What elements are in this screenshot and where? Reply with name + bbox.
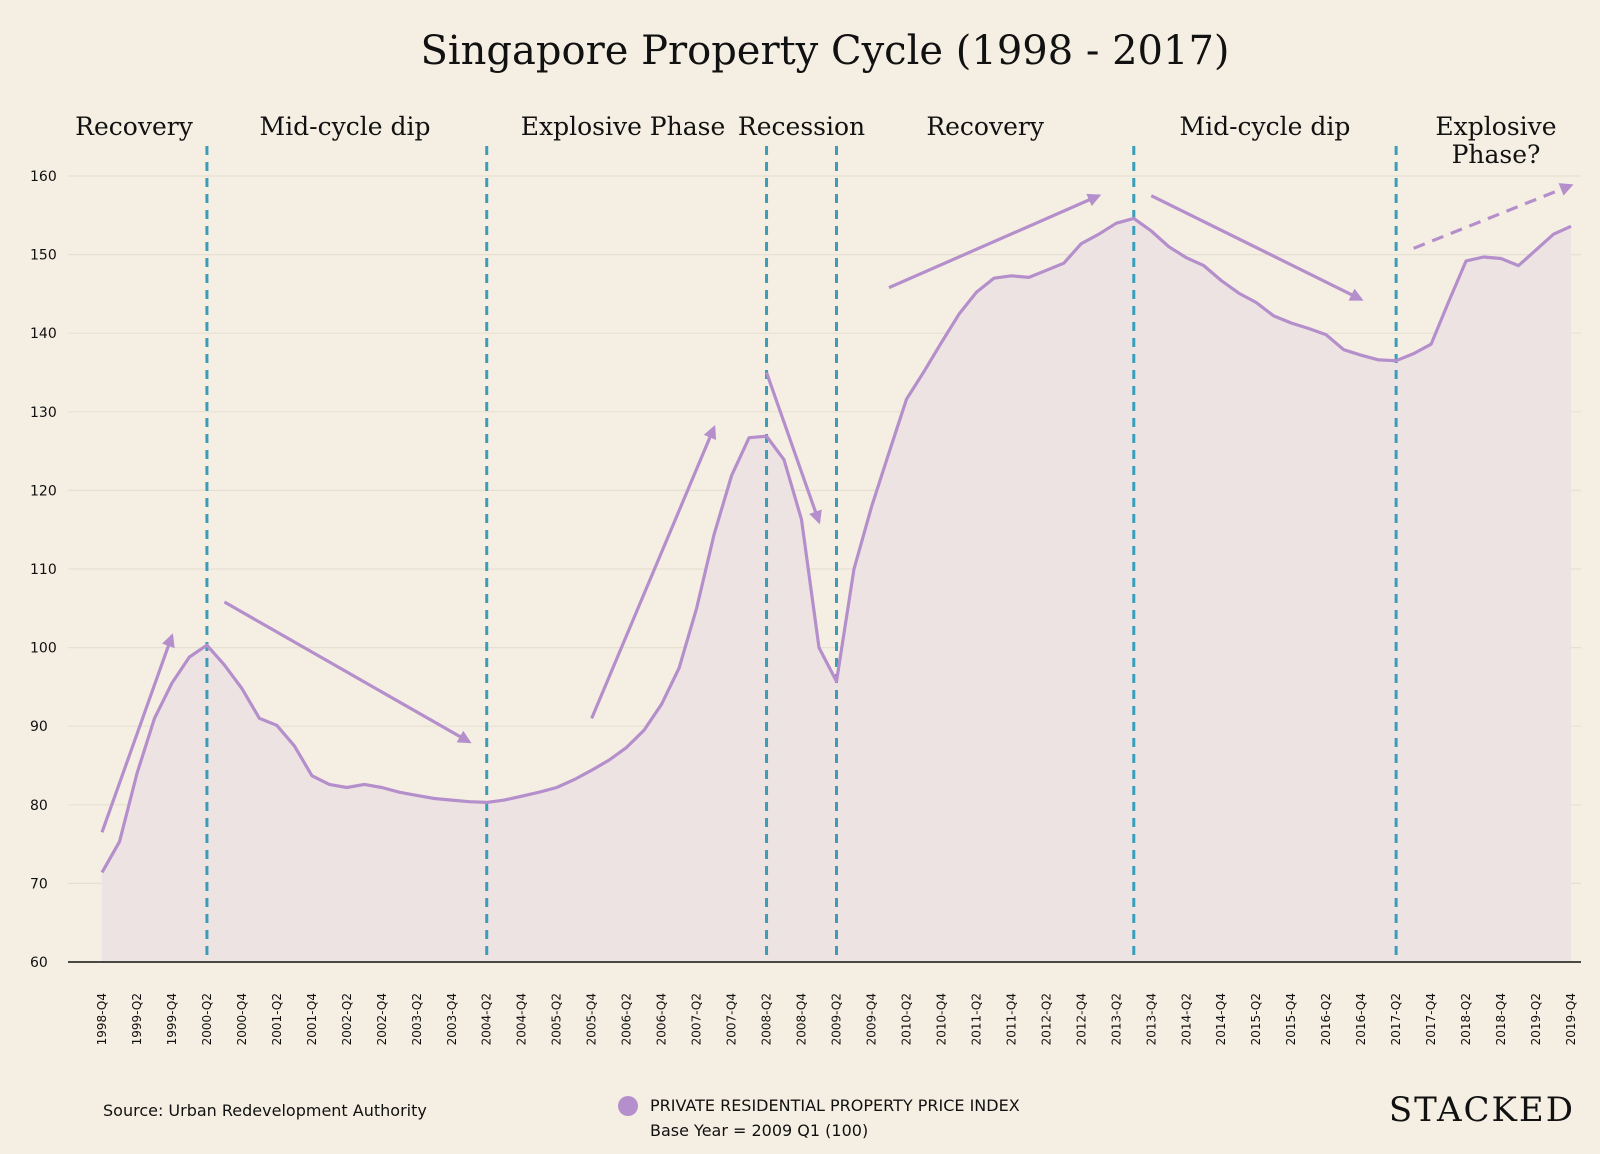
x-tick-label: 2003-Q4 <box>445 993 459 1045</box>
x-tick-label: 2018-Q4 <box>1494 993 1508 1045</box>
x-tick-label: 2006-Q4 <box>655 993 669 1045</box>
x-tick-label: 2009-Q4 <box>864 993 878 1045</box>
y-tick-label: 80 <box>30 798 48 814</box>
y-tick-label: 110 <box>30 562 57 578</box>
y-tick-label: 150 <box>30 248 57 264</box>
phase-label: Explosive Phase? <box>1435 112 1556 169</box>
x-tick-label: 2006-Q2 <box>620 993 634 1045</box>
trend-arrow <box>888 193 1102 290</box>
x-tick-label: 2012-Q4 <box>1074 993 1088 1045</box>
y-tick-label: 100 <box>30 641 57 657</box>
trend-arrow <box>1150 194 1364 301</box>
brand-logo: STACKED <box>1389 1090 1575 1130</box>
phase-dividers <box>205 146 1398 962</box>
x-tick-label: 2014-Q2 <box>1179 993 1193 1045</box>
x-tick-label: 1999-Q2 <box>130 993 144 1045</box>
x-tick-label: 2015-Q4 <box>1284 993 1298 1045</box>
x-tick-label: 2004-Q2 <box>480 993 494 1045</box>
dashed-trend-arrow <box>1413 183 1574 250</box>
x-tick-label: 2007-Q2 <box>690 993 704 1045</box>
trend-arrows <box>100 183 1574 833</box>
x-tick-label: 2009-Q2 <box>830 993 844 1045</box>
x-tick-label: 2018-Q2 <box>1459 993 1473 1045</box>
x-tick-label: 2005-Q2 <box>550 993 564 1045</box>
x-tick-label: 2008-Q2 <box>760 993 774 1045</box>
phase-label: Recovery <box>75 112 194 141</box>
x-tick-label: 2019-Q2 <box>1529 993 1543 1045</box>
x-tick-label: 2002-Q4 <box>375 993 389 1045</box>
y-tick-label: 90 <box>30 719 48 735</box>
y-tick-label: 130 <box>30 405 57 421</box>
legend-label: PRIVATE RESIDENTIAL PROPERTY PRICE INDEX <box>650 1096 1020 1115</box>
phase-label: Recovery <box>926 112 1045 141</box>
x-tick-label: 2007-Q4 <box>725 993 739 1045</box>
x-tick-label: 2001-Q2 <box>270 993 284 1045</box>
phase-label: Recession <box>738 112 865 141</box>
y-tick-label: 160 <box>30 169 57 185</box>
y-tick-label: 60 <box>30 955 48 971</box>
trend-arrow <box>590 425 717 719</box>
index-line <box>100 216 1572 874</box>
phase-label: Mid-cycle dip <box>260 112 431 141</box>
x-tick-label: 2011-Q2 <box>969 993 983 1045</box>
trend-arrow <box>100 633 175 833</box>
phase-label: Explosive Phase <box>521 112 726 141</box>
x-tick-label: 2019-Q4 <box>1564 993 1578 1045</box>
x-tick-label: 2016-Q4 <box>1354 993 1368 1045</box>
x-tick-label: 2000-Q2 <box>200 993 214 1045</box>
chart-title: Singapore Property Cycle (1998 - 2017) <box>420 28 1229 74</box>
source-note: Source: Urban Redevelopment Authority <box>103 1101 427 1120</box>
phase-labels: Recovery Mid-cycle dip Explosive Phase Rece… <box>75 112 1556 169</box>
phase-label: Mid-cycle dip <box>1179 112 1350 141</box>
y-tick-label: 140 <box>30 326 57 342</box>
x-tick-label: 2017-Q4 <box>1424 993 1438 1045</box>
x-tick-label: 2017-Q2 <box>1389 993 1403 1045</box>
x-tick-label: 1998-Q4 <box>95 993 109 1045</box>
index-area <box>102 218 1571 962</box>
x-tick-label: 2008-Q4 <box>795 993 809 1045</box>
trend-arrow <box>765 371 822 525</box>
x-tick-label: 1999-Q4 <box>165 993 179 1045</box>
trend-arrow <box>223 600 472 744</box>
x-tick-label: 2013-Q4 <box>1144 993 1158 1045</box>
x-tick-label: 2013-Q2 <box>1109 993 1123 1045</box>
x-axis: 1998-Q4 1999-Q2 1999-Q4 2000-Q2 2000-Q4 2001-… <box>95 993 1578 1045</box>
x-tick-label: 2012-Q2 <box>1039 993 1053 1045</box>
x-tick-label: 2010-Q4 <box>934 993 948 1045</box>
legend-base-year: Base Year = 2009 Q1 (100) <box>650 1121 868 1140</box>
x-tick-label: 2014-Q4 <box>1214 993 1228 1045</box>
y-tick-label: 120 <box>30 483 57 499</box>
x-tick-label: 2002-Q2 <box>340 993 354 1045</box>
x-tick-label: 2011-Q4 <box>1004 993 1018 1045</box>
x-tick-label: 2010-Q2 <box>899 993 913 1045</box>
x-tick-label: 2005-Q4 <box>585 993 599 1045</box>
x-tick-label: 2001-Q4 <box>305 993 319 1045</box>
x-tick-label: 2015-Q2 <box>1249 993 1263 1045</box>
x-tick-label: 2000-Q4 <box>235 993 249 1045</box>
x-tick-label: 2016-Q2 <box>1319 993 1333 1045</box>
y-axis: 60 70 80 90 100 110 120 130 140 150 160 <box>30 169 57 971</box>
x-tick-label: 2003-Q2 <box>410 993 424 1045</box>
x-tick-label: 2004-Q4 <box>515 993 529 1045</box>
legend-swatch <box>618 1096 638 1116</box>
y-tick-label: 70 <box>30 876 48 892</box>
